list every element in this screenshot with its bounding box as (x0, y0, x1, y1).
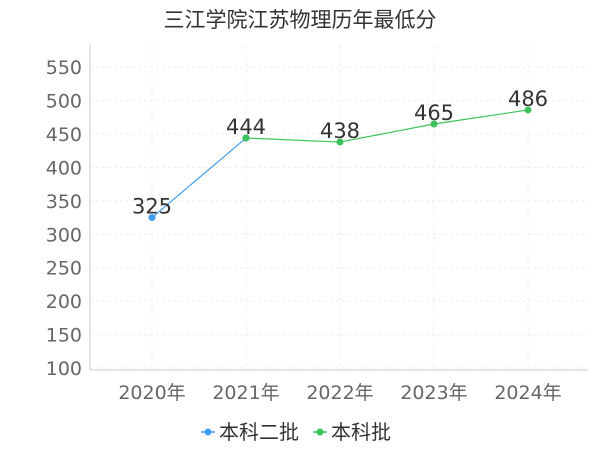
y-tick-label: 550 (46, 57, 82, 79)
data-label: 486 (508, 87, 548, 111)
data-label: 325 (132, 195, 172, 219)
data-point (242, 134, 250, 142)
y-tick-label: 250 (46, 258, 82, 280)
data-point (336, 138, 344, 146)
legend: 本科二批 本科批 (201, 420, 391, 444)
y-axis-ticks: 100 150 200 250 300 350 400 450 500 550 (46, 57, 82, 380)
data-point (524, 106, 532, 114)
x-tick-label: 2021年 (212, 382, 279, 404)
x-tick-label: 2022年 (306, 382, 373, 404)
x-axis-ticks: 2020年 2021年 2022年 2023年 2024年 (118, 382, 561, 404)
y-tick-label: 200 (46, 291, 82, 313)
data-points (148, 106, 532, 222)
y-tick-label: 350 (46, 191, 82, 213)
x-tick-label: 2024年 (494, 382, 561, 404)
data-labels: 325 444 438 465 486 (132, 87, 548, 219)
data-point (148, 214, 156, 222)
chart-title: 三江学院江苏物理历年最低分 (164, 8, 437, 32)
y-tick-label: 100 (46, 358, 82, 380)
data-label: 438 (320, 119, 360, 143)
x-tick-label: 2023年 (400, 382, 467, 404)
y-tick-label: 400 (46, 157, 82, 179)
series-line-1 (151, 137, 247, 219)
y-tick-label: 300 (46, 224, 82, 246)
y-tick-label: 450 (46, 124, 82, 146)
data-label: 465 (414, 101, 454, 125)
series-line-2 (245, 109, 529, 143)
legend-marker (316, 428, 324, 436)
axes (89, 45, 588, 371)
legend-marker (204, 428, 212, 436)
y-tick-label: 150 (46, 325, 82, 347)
legend-item-1: 本科二批 (201, 420, 299, 444)
data-label: 444 (226, 115, 266, 139)
data-point (430, 120, 438, 128)
series-lines (151, 109, 529, 219)
legend-label: 本科二批 (219, 420, 299, 444)
x-tick-label: 2020年 (118, 382, 185, 404)
legend-label: 本科批 (331, 420, 391, 444)
y-tick-label: 500 (46, 91, 82, 113)
legend-item-2: 本科批 (313, 420, 391, 444)
grid-lines (90, 45, 588, 370)
